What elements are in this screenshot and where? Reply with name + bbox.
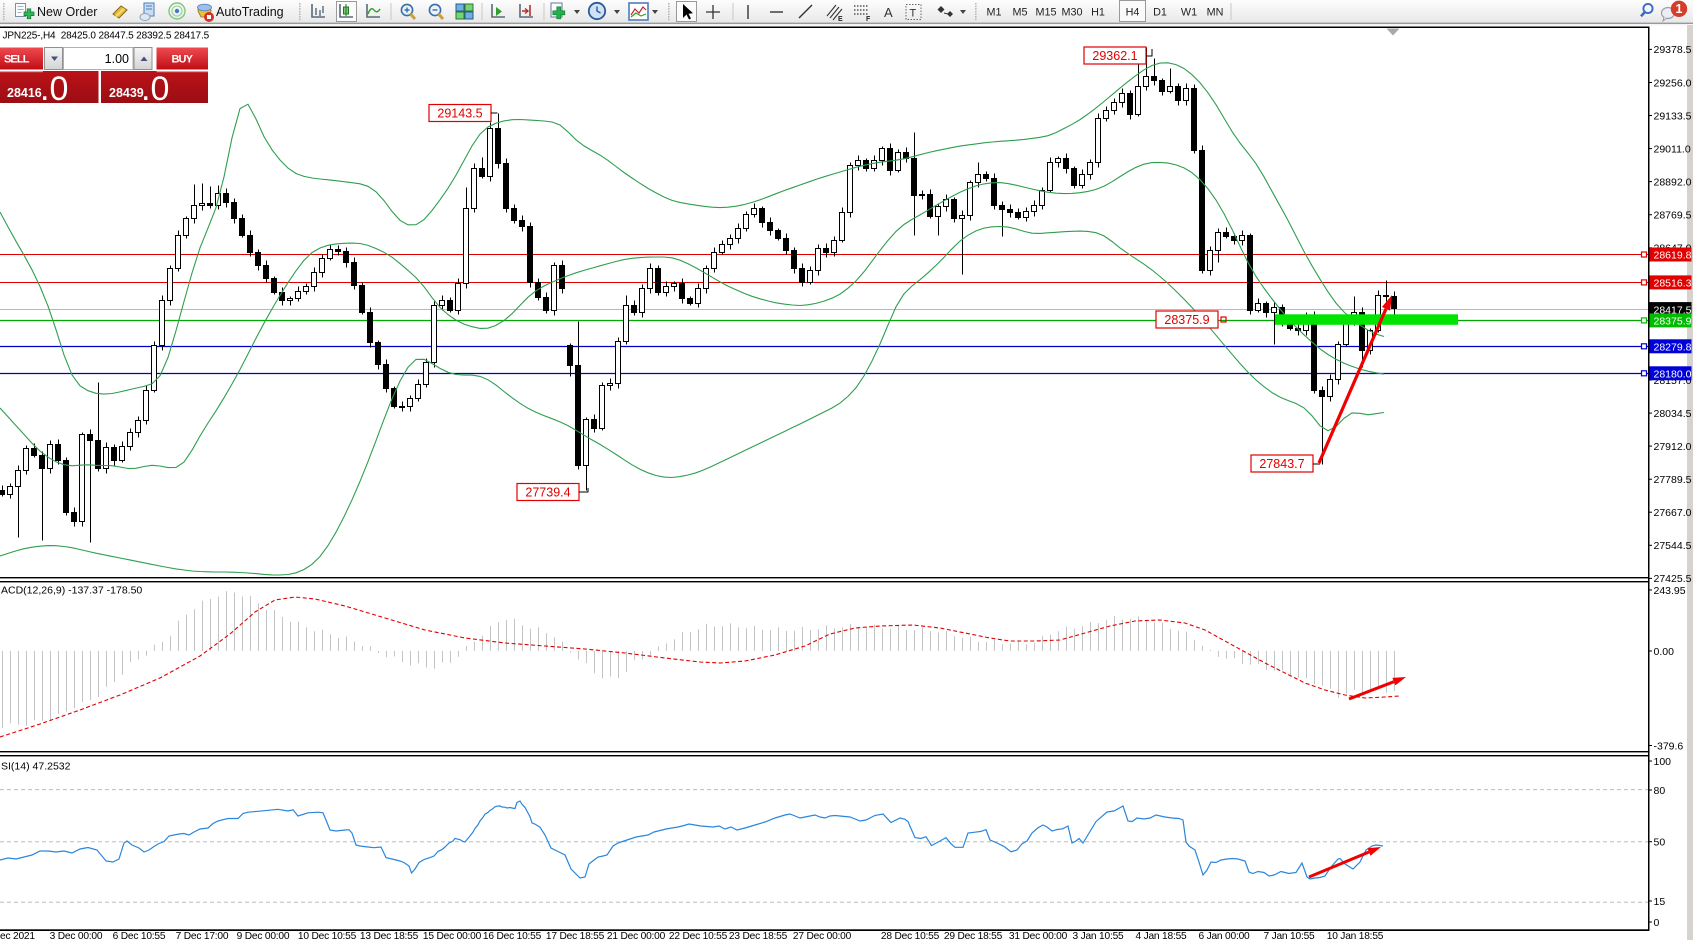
- svg-text:13 Dec 18:55: 13 Dec 18:55: [360, 931, 419, 940]
- svg-text:100: 100: [1654, 756, 1672, 768]
- svg-text:W1: W1: [1181, 7, 1197, 19]
- svg-text:31 Dec 00:00: 31 Dec 00:00: [1009, 931, 1068, 940]
- svg-text:28279.8: 28279.8: [1654, 342, 1692, 354]
- svg-text:28034.5: 28034.5: [1654, 408, 1692, 420]
- svg-text:SELL: SELL: [4, 54, 30, 66]
- svg-text:ACD(12,26,9) -137.37 -178.50: ACD(12,26,9) -137.37 -178.50: [1, 585, 142, 597]
- svg-text:3 Dec 00:00: 3 Dec 00:00: [50, 931, 103, 940]
- svg-text:27667.0: 27667.0: [1654, 507, 1692, 519]
- svg-text:27789.5: 27789.5: [1654, 474, 1692, 486]
- svg-text:29 Dec 18:55: 29 Dec 18:55: [944, 931, 1003, 940]
- svg-text:.0: .0: [141, 70, 169, 108]
- svg-text:28516.3: 28516.3: [1654, 278, 1692, 290]
- svg-text:50: 50: [1654, 837, 1666, 849]
- svg-text:M5: M5: [1013, 7, 1028, 19]
- svg-text:BUY: BUY: [172, 54, 194, 66]
- svg-text:T: T: [910, 8, 917, 20]
- svg-text:27739.4: 27739.4: [525, 486, 570, 500]
- svg-text:17 Dec 18:55: 17 Dec 18:55: [546, 931, 605, 940]
- svg-text:28375.9: 28375.9: [1164, 313, 1209, 327]
- svg-text:29378.5: 29378.5: [1654, 44, 1692, 56]
- svg-text:16 Dec 10:55: 16 Dec 10:55: [483, 931, 542, 940]
- svg-text:10 Dec 10:55: 10 Dec 10:55: [298, 931, 357, 940]
- svg-text:28375.9: 28375.9: [1654, 316, 1692, 328]
- svg-text:MN: MN: [1207, 7, 1224, 19]
- svg-text:80: 80: [1654, 785, 1666, 797]
- svg-text:0: 0: [1654, 917, 1660, 929]
- svg-text:27912.0: 27912.0: [1654, 441, 1692, 453]
- svg-text:10 Jan 18:55: 10 Jan 18:55: [1327, 931, 1384, 940]
- svg-text:27 Dec 00:00: 27 Dec 00:00: [793, 931, 852, 940]
- svg-text:29256.0: 29256.0: [1654, 77, 1692, 89]
- svg-text:27843.7: 27843.7: [1259, 457, 1304, 471]
- svg-text:28892.0: 28892.0: [1654, 176, 1692, 188]
- svg-text:F: F: [866, 16, 871, 23]
- svg-text:29133.5: 29133.5: [1654, 110, 1692, 122]
- svg-text:4 Jan 18:55: 4 Jan 18:55: [1135, 931, 1187, 940]
- svg-text:28180.0: 28180.0: [1654, 369, 1692, 381]
- svg-text:29143.5: 29143.5: [437, 107, 482, 121]
- svg-text:-379.6: -379.6: [1654, 740, 1684, 752]
- svg-text:6 Jan 00:00: 6 Jan 00:00: [1198, 931, 1250, 940]
- svg-text:6 Dec 10:55: 6 Dec 10:55: [113, 931, 166, 940]
- svg-text:A: A: [884, 5, 893, 20]
- svg-text:H1: H1: [1091, 7, 1105, 19]
- svg-text:New Order: New Order: [37, 5, 97, 19]
- svg-text:15: 15: [1654, 896, 1666, 908]
- svg-text:15 Dec 00:00: 15 Dec 00:00: [423, 931, 482, 940]
- svg-text:28417.5: 28417.5: [1654, 304, 1692, 316]
- svg-text:M15: M15: [1035, 7, 1056, 19]
- svg-text:1.00: 1.00: [105, 52, 129, 66]
- svg-text:27425.5: 27425.5: [1654, 573, 1692, 585]
- svg-text:23 Dec 18:55: 23 Dec 18:55: [729, 931, 788, 940]
- svg-text:28416: 28416: [7, 86, 42, 100]
- svg-text:E: E: [838, 16, 843, 23]
- svg-text:28619.8: 28619.8: [1654, 250, 1692, 262]
- svg-text:JPN225-,H4 28425.0 28447.5 28: JPN225-,H4 28425.0 28447.5 28392.5 28417…: [3, 31, 210, 42]
- svg-text:SI(14) 47.2532: SI(14) 47.2532: [1, 761, 71, 773]
- svg-text:27544.5: 27544.5: [1654, 540, 1692, 552]
- svg-text:H4: H4: [1126, 7, 1140, 19]
- svg-text:M1: M1: [987, 7, 1002, 19]
- svg-text:243.95: 243.95: [1654, 585, 1686, 597]
- svg-text:3 Jan 10:55: 3 Jan 10:55: [1072, 931, 1124, 940]
- svg-text:9 Dec 00:00: 9 Dec 00:00: [237, 931, 290, 940]
- svg-text:28769.5: 28769.5: [1654, 210, 1692, 222]
- svg-text:28439: 28439: [109, 86, 144, 100]
- svg-text:M30: M30: [1061, 7, 1082, 19]
- svg-text:29362.1: 29362.1: [1092, 49, 1137, 63]
- svg-text:21 Dec 00:00: 21 Dec 00:00: [607, 931, 666, 940]
- svg-text:28 Dec 10:55: 28 Dec 10:55: [881, 931, 940, 940]
- svg-text:1: 1: [1676, 2, 1683, 16]
- svg-text:7 Dec 17:00: 7 Dec 17:00: [176, 931, 229, 940]
- svg-text:22 Dec 10:55: 22 Dec 10:55: [669, 931, 728, 940]
- svg-text:.0: .0: [40, 70, 68, 108]
- svg-text:D1: D1: [1153, 7, 1167, 19]
- svg-text:ec 2021: ec 2021: [0, 931, 35, 940]
- svg-text:AutoTrading: AutoTrading: [216, 5, 284, 19]
- svg-text:29011.0: 29011.0: [1654, 143, 1691, 155]
- svg-text:7 Jan 10:55: 7 Jan 10:55: [1263, 931, 1315, 940]
- svg-text:0.00: 0.00: [1654, 646, 1675, 658]
